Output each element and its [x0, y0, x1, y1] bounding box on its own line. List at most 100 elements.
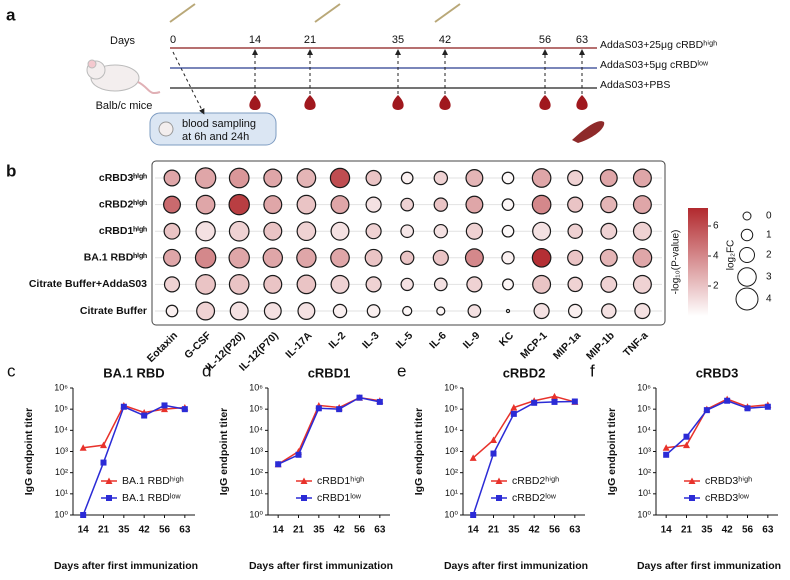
dot — [263, 221, 283, 241]
dot — [505, 308, 511, 314]
x-axis-label: Days after first immunization — [249, 560, 393, 572]
size-legend-label: 2 — [766, 250, 772, 261]
panel-label: f — [590, 361, 595, 380]
y-tick-label: 10⁵ — [637, 404, 651, 414]
point — [703, 407, 710, 414]
colorbar-tick-label: 6 — [713, 221, 719, 232]
row-label: cRBD3ʰⁱᵍʰ — [99, 171, 147, 184]
dot — [632, 195, 652, 215]
sampling-icon — [158, 121, 174, 137]
sampling-text: blood sampling — [182, 118, 256, 130]
y-axis-label: IgG endpoint titer — [606, 408, 618, 496]
x-tick-label: 63 — [762, 525, 774, 536]
dot — [531, 168, 552, 188]
dot — [196, 301, 216, 321]
dot — [296, 221, 317, 242]
dot — [263, 168, 283, 188]
dot — [501, 251, 515, 265]
syringes — [169, 3, 461, 23]
point — [683, 433, 690, 440]
chart-title: cRBD1 — [308, 365, 351, 380]
sampling-arrow — [172, 51, 205, 115]
dot — [632, 221, 652, 241]
column-label: IL-9 — [461, 329, 483, 351]
x-tick-label: 56 — [354, 525, 366, 536]
point — [551, 398, 558, 405]
dot — [365, 169, 382, 187]
legend-label: cRBD2ʰⁱᵍʰ — [512, 475, 559, 487]
series-line — [472, 400, 575, 516]
dot — [330, 247, 350, 268]
point — [683, 441, 690, 449]
day-label: 0 — [170, 34, 176, 46]
dot — [330, 195, 350, 215]
y-tick-label: 10⁵ — [444, 404, 458, 414]
size-legend-label: 4 — [766, 294, 772, 305]
dot — [194, 167, 217, 189]
point — [275, 461, 282, 468]
column-label: MIP-1b — [584, 330, 617, 363]
group-label: AddaS03+5μg cRBDˡᵒʷ — [600, 59, 709, 71]
blood-drop — [304, 95, 316, 110]
point — [336, 406, 343, 413]
column-label: IL-2 — [326, 329, 348, 351]
dot — [531, 194, 552, 215]
dot — [433, 197, 449, 212]
dot — [567, 169, 584, 187]
point — [141, 412, 148, 419]
colorbar — [688, 208, 708, 316]
panel-label: a — [6, 5, 16, 24]
dot — [502, 278, 515, 291]
dot — [365, 223, 382, 240]
size-legend-label: 0 — [766, 211, 772, 222]
point — [376, 398, 383, 405]
dot — [329, 167, 351, 189]
panel-label: e — [397, 361, 406, 380]
x-tick-label: 35 — [508, 525, 520, 536]
point — [161, 402, 168, 409]
blood-drop — [249, 95, 261, 110]
point — [100, 441, 107, 449]
y-tick-label: 10⁴ — [249, 425, 263, 435]
x-tick-label: 21 — [98, 525, 110, 536]
dot — [228, 274, 250, 295]
legend-label: BA.1 RBDʰⁱᵍʰ — [122, 475, 184, 487]
colorbar-label: -log₁₀(P-value) — [671, 230, 682, 295]
blood-drop — [576, 95, 588, 110]
row-label: Citrate Buffer — [80, 305, 147, 317]
x-tick-label: 21 — [681, 525, 693, 536]
column-label: IL-3 — [360, 329, 382, 351]
legend-marker — [688, 477, 696, 484]
y-tick-label: 10⁴ — [637, 425, 651, 435]
dot — [296, 194, 317, 215]
y-tick-label: 10² — [250, 467, 263, 477]
x-tick-label: 35 — [313, 525, 325, 536]
chart-title: BA.1 RBD — [103, 365, 164, 380]
dot — [195, 274, 216, 295]
dot — [599, 169, 618, 187]
chart-title: cRBD2 — [503, 365, 546, 380]
point — [356, 394, 363, 401]
dot — [599, 248, 618, 267]
x-axis-label: Days after first immunization — [54, 560, 198, 572]
dot — [632, 247, 653, 268]
dot — [364, 248, 383, 267]
dot — [165, 304, 179, 318]
x-tick-label: 14 — [273, 525, 285, 536]
dot — [163, 169, 181, 187]
y-tick-label: 10⁶ — [54, 382, 68, 392]
legend-marker — [301, 495, 307, 501]
legend-marker — [300, 477, 308, 484]
mouse-label: Balb/c mice — [96, 100, 153, 112]
panel-label: b — [6, 161, 16, 180]
series-line — [472, 395, 576, 459]
dot — [399, 250, 415, 266]
size-legend-label: 1 — [766, 230, 772, 241]
y-tick-label: 10² — [55, 467, 68, 477]
point — [744, 405, 751, 412]
dot — [228, 220, 250, 242]
point — [571, 398, 578, 405]
row-label: BA.1 RBDʰⁱᵍʰ — [84, 251, 147, 264]
size-legend-label: 3 — [766, 272, 772, 283]
